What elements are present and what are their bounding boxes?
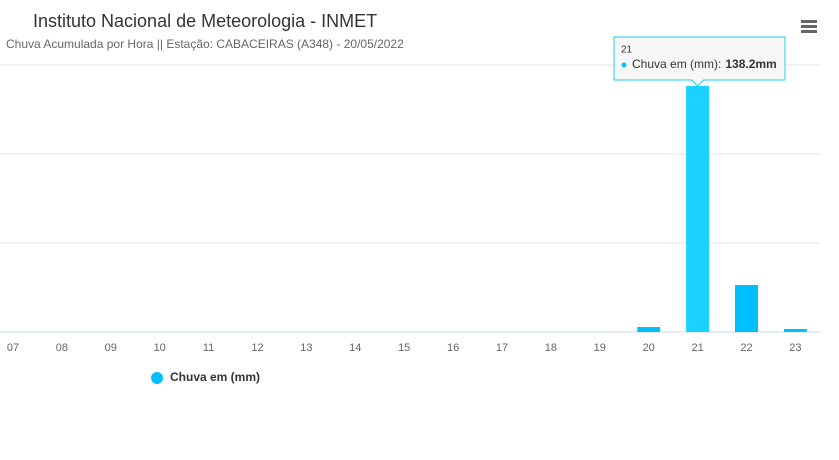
x-tick-label: 12 <box>251 342 263 354</box>
x-tick-label: 13 <box>300 342 312 354</box>
menu-button[interactable] <box>799 18 819 35</box>
x-tick-label: 18 <box>545 342 557 354</box>
bar[interactable] <box>735 285 758 332</box>
x-tick-label: 21 <box>691 342 703 354</box>
x-tick-label: 23 <box>789 342 801 354</box>
x-tick-label: 16 <box>447 342 459 354</box>
legend-label[interactable]: Chuva em (mm) <box>170 370 260 384</box>
x-tick-label: 22 <box>740 342 752 354</box>
x-tick-label: 19 <box>594 342 606 354</box>
x-tick-label: 14 <box>349 342 361 354</box>
chart-title: Instituto Nacional de Meteorologia - INM… <box>33 11 377 31</box>
tooltip-label: Chuva em (mm): <box>632 57 721 71</box>
x-tick-label: 20 <box>643 342 655 354</box>
x-tick-label: 07 <box>7 342 19 354</box>
tooltip-marker <box>621 62 627 68</box>
tooltip-box <box>613 36 786 87</box>
tooltip-value: 138.2mm <box>725 57 776 71</box>
x-tick-label: 09 <box>105 342 117 354</box>
x-tick-label: 11 <box>203 342 214 354</box>
x-tick-label: 15 <box>398 342 410 354</box>
bar[interactable] <box>686 86 710 332</box>
x-tick-label: 08 <box>56 342 68 354</box>
menu-line <box>801 30 817 33</box>
chart-subtitle: Chuva Acumulada por Hora || Estação: CAB… <box>6 37 404 51</box>
bar[interactable] <box>783 328 807 332</box>
menu-line <box>801 20 817 23</box>
legend-marker[interactable] <box>151 372 163 384</box>
bar[interactable] <box>637 327 661 332</box>
menu-line <box>801 25 817 28</box>
x-tick-label: 17 <box>496 342 508 354</box>
tooltip-category: 21 <box>621 45 633 56</box>
tooltip-text: Chuva em (mm): 138.2mm <box>632 57 777 71</box>
x-tick-label: 10 <box>154 342 166 354</box>
